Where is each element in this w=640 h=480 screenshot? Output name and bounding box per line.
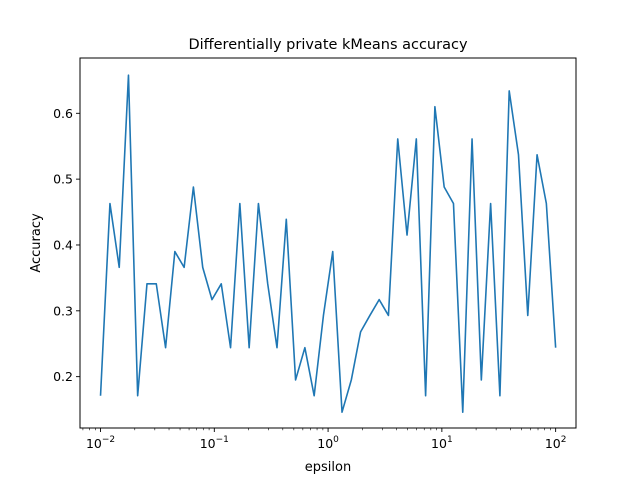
y-tick-label: 0.4 <box>53 237 73 252</box>
x-tick-label: 102 <box>545 435 567 451</box>
x-axis-label: epsilon <box>305 460 351 475</box>
x-ticks: 10−2 10−1 100 101 102 <box>82 428 567 451</box>
y-tick-label: 0.3 <box>53 303 73 318</box>
x-tick-label: 10−1 <box>200 435 229 451</box>
y-tick-label: 0.5 <box>53 172 73 187</box>
chart-title: Differentially private kMeans accuracy <box>188 37 467 53</box>
y-ticks: 0.2 0.3 0.4 0.5 0.6 <box>53 106 80 384</box>
y-axis-label: Accuracy <box>29 213 44 273</box>
y-tick-label: 0.2 <box>53 369 73 384</box>
x-tick-label: 100 <box>317 435 339 451</box>
series-line-0 <box>99 74 557 414</box>
x-tick-label: 101 <box>431 435 453 451</box>
plot-area <box>99 74 557 414</box>
x-tick-label: 10−2 <box>86 435 115 451</box>
axes-frame <box>79 57 577 429</box>
y-tick-label: 0.6 <box>53 106 73 121</box>
